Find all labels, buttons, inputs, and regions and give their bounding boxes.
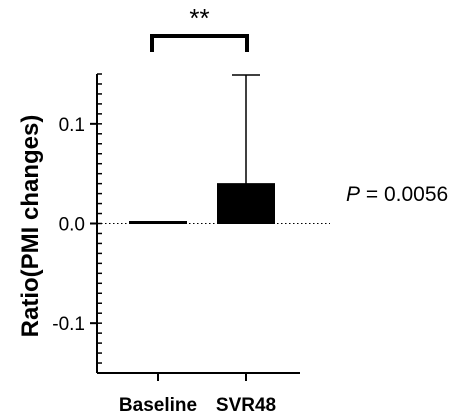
y-tick-label: 0.0 — [59, 215, 85, 236]
p-value-annotation: P = 0.0056 — [346, 183, 448, 206]
significance-label: ** — [189, 3, 209, 33]
y-axis: 0.1 0.0 -0.1 — [52, 73, 330, 381]
bar-baseline — [129, 221, 187, 225]
bar-svr48 — [217, 183, 275, 224]
bars — [129, 34, 275, 225]
x-tick-label-baseline: Baseline — [119, 395, 197, 416]
y-axis-label: Ratio(PMI changes) — [17, 115, 44, 338]
y-tick-label: 0.1 — [59, 115, 85, 136]
significance-bracket — [150, 34, 249, 52]
x-tick-label-svr48: SVR48 — [216, 395, 276, 416]
y-tick-label: -0.1 — [52, 314, 85, 335]
